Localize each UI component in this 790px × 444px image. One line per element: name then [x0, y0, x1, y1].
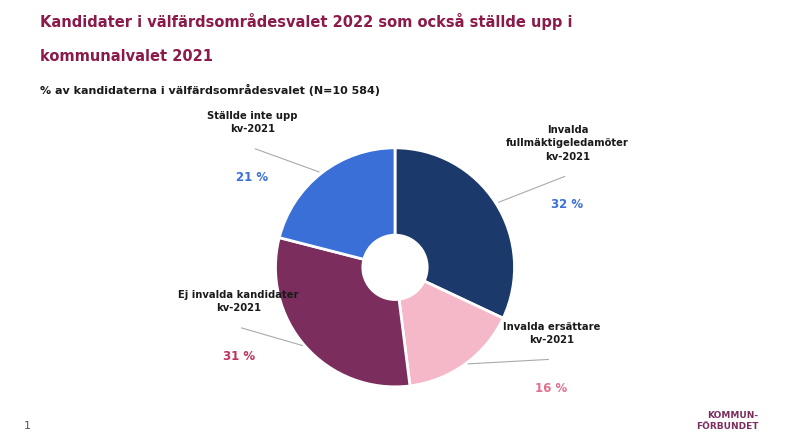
Wedge shape [276, 238, 410, 387]
Text: Invalda
fullmäktigeledamöter
kv-2021: Invalda fullmäktigeledamöter kv-2021 [506, 125, 629, 162]
Text: Ställde inte upp
kv-2021: Ställde inte upp kv-2021 [207, 111, 298, 134]
Text: Ej invalda kandidater
kv-2021: Ej invalda kandidater kv-2021 [179, 290, 299, 313]
Text: 16 %: 16 % [535, 382, 567, 395]
Wedge shape [399, 281, 503, 386]
Text: KOMMUN-
FÖRBUNDET: KOMMUN- FÖRBUNDET [696, 411, 758, 431]
Text: 31 %: 31 % [223, 350, 254, 363]
Wedge shape [395, 148, 514, 318]
Text: Kandidater i välfärdsområdesvalet 2022 som också ställde upp i: Kandidater i välfärdsområdesvalet 2022 s… [40, 13, 572, 30]
Text: kommunalvalet 2021: kommunalvalet 2021 [40, 49, 213, 64]
Text: 1: 1 [24, 420, 31, 431]
Text: Invalda ersättare
kv-2021: Invalda ersättare kv-2021 [502, 322, 600, 345]
Wedge shape [279, 148, 395, 259]
Text: % av kandidaterna i välfärdsområdesvalet (N=10 584): % av kandidaterna i välfärdsområdesvalet… [40, 84, 379, 96]
Text: 21 %: 21 % [236, 171, 269, 184]
Text: 32 %: 32 % [551, 198, 584, 211]
